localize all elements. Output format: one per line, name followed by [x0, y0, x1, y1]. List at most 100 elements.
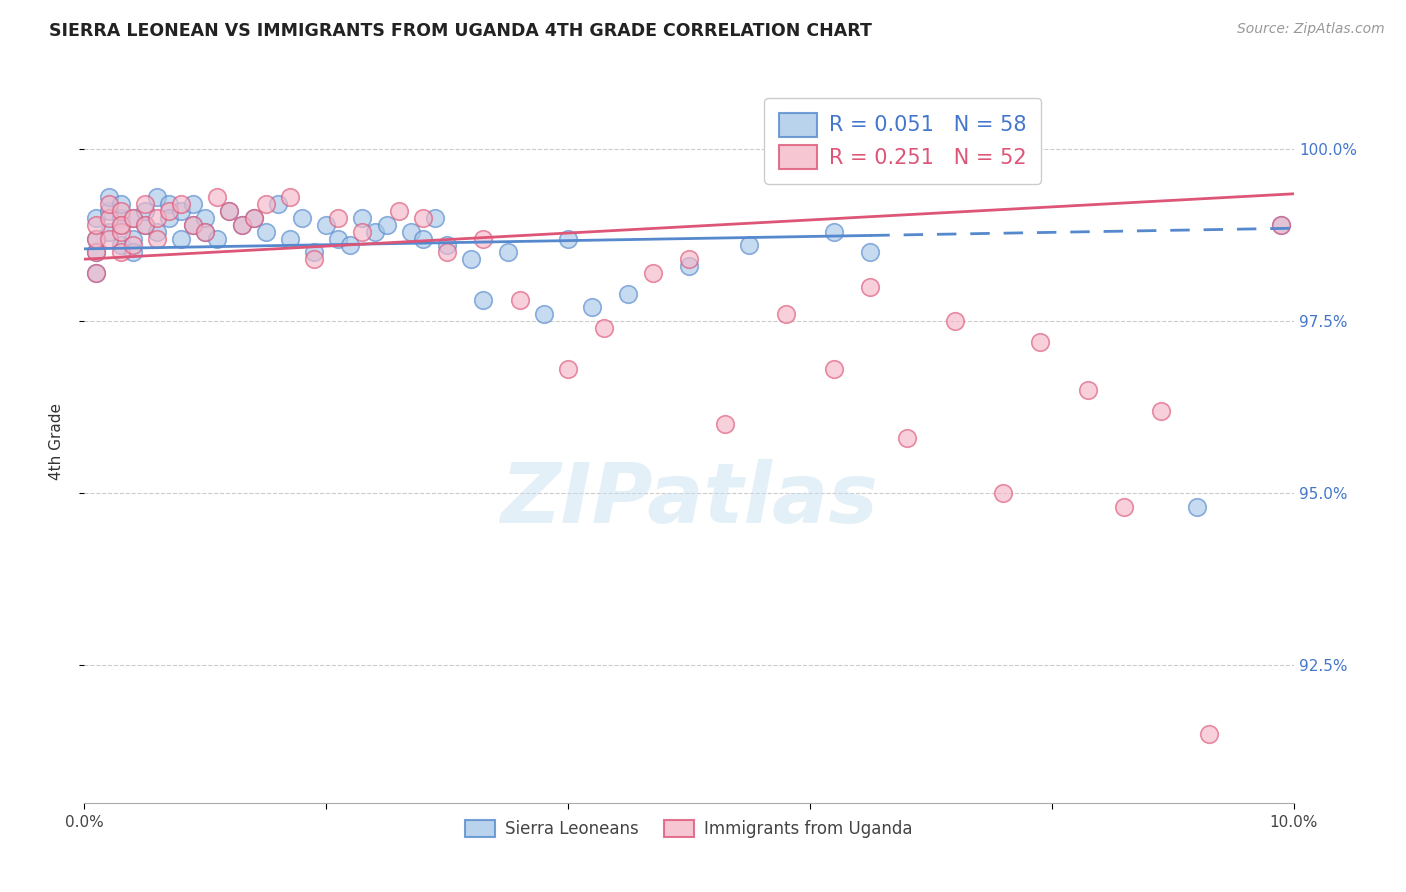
Point [218, 204, 240, 219]
Point [242, 211, 264, 225]
Point [194, 225, 217, 239]
Point [412, 231, 434, 245]
Point [170, 197, 193, 211]
Point [302, 252, 325, 267]
Point [436, 245, 458, 260]
Point [412, 211, 434, 225]
Point [714, 417, 737, 432]
Point [207, 231, 229, 245]
Point [86, 231, 108, 245]
Point [110, 197, 132, 211]
Point [110, 211, 132, 225]
Point [775, 307, 797, 321]
Point [593, 321, 616, 335]
Point [110, 245, 132, 260]
Point [86, 266, 108, 280]
Y-axis label: 4th Grade: 4th Grade [49, 403, 63, 480]
Point [328, 231, 350, 245]
Point [1185, 500, 1208, 514]
Point [557, 231, 579, 245]
Point [1077, 383, 1099, 397]
Point [823, 225, 845, 239]
Point [363, 225, 385, 239]
Point [993, 486, 1015, 500]
Point [896, 431, 918, 445]
Point [1149, 403, 1171, 417]
Point [278, 190, 301, 204]
Point [278, 231, 301, 245]
Point [134, 197, 156, 211]
Point [157, 197, 180, 211]
Point [134, 218, 156, 232]
Point [1270, 218, 1292, 232]
Text: ZIPatlas: ZIPatlas [501, 458, 877, 540]
Point [557, 362, 579, 376]
Point [423, 211, 446, 225]
Point [496, 245, 519, 260]
Point [291, 211, 314, 225]
Point [121, 211, 143, 225]
Point [641, 266, 664, 280]
Point [121, 238, 143, 252]
Point [134, 204, 156, 219]
Point [738, 238, 761, 252]
Point [181, 197, 204, 211]
Point [267, 197, 290, 211]
Point [157, 204, 180, 219]
Point [110, 218, 132, 232]
Point [97, 211, 120, 225]
Point [86, 231, 108, 245]
Point [678, 252, 700, 267]
Point [581, 301, 603, 315]
Point [170, 231, 193, 245]
Point [157, 211, 180, 225]
Point [533, 307, 555, 321]
Point [134, 218, 156, 232]
Point [472, 293, 495, 308]
Point [121, 231, 143, 245]
Point [86, 266, 108, 280]
Point [121, 211, 143, 225]
Point [1114, 500, 1136, 514]
Point [218, 204, 240, 219]
Point [86, 245, 108, 260]
Point [254, 225, 277, 239]
Text: Source: ZipAtlas.com: Source: ZipAtlas.com [1237, 22, 1385, 37]
Point [146, 225, 169, 239]
Point [97, 204, 120, 219]
Point [110, 225, 132, 239]
Point [823, 362, 845, 376]
Point [1028, 334, 1050, 349]
Point [1270, 218, 1292, 232]
Point [254, 197, 277, 211]
Point [617, 286, 640, 301]
Point [375, 218, 398, 232]
Point [146, 190, 169, 204]
Point [86, 245, 108, 260]
Text: SIERRA LEONEAN VS IMMIGRANTS FROM UGANDA 4TH GRADE CORRELATION CHART: SIERRA LEONEAN VS IMMIGRANTS FROM UGANDA… [49, 22, 872, 40]
Point [194, 225, 217, 239]
Legend: Sierra Leoneans, Immigrants from Uganda: Sierra Leoneans, Immigrants from Uganda [458, 814, 920, 845]
Point [509, 293, 531, 308]
Point [86, 218, 108, 232]
Point [315, 218, 337, 232]
Point [97, 197, 120, 211]
Point [339, 238, 361, 252]
Point [207, 190, 229, 204]
Point [86, 211, 108, 225]
Point [97, 231, 120, 245]
Point [460, 252, 482, 267]
Point [194, 211, 217, 225]
Point [943, 314, 966, 328]
Point [170, 204, 193, 219]
Point [242, 211, 264, 225]
Point [121, 245, 143, 260]
Point [231, 218, 253, 232]
Point [181, 218, 204, 232]
Point [352, 211, 374, 225]
Point [399, 225, 422, 239]
Point [859, 245, 882, 260]
Point [231, 218, 253, 232]
Point [110, 218, 132, 232]
Point [146, 231, 169, 245]
